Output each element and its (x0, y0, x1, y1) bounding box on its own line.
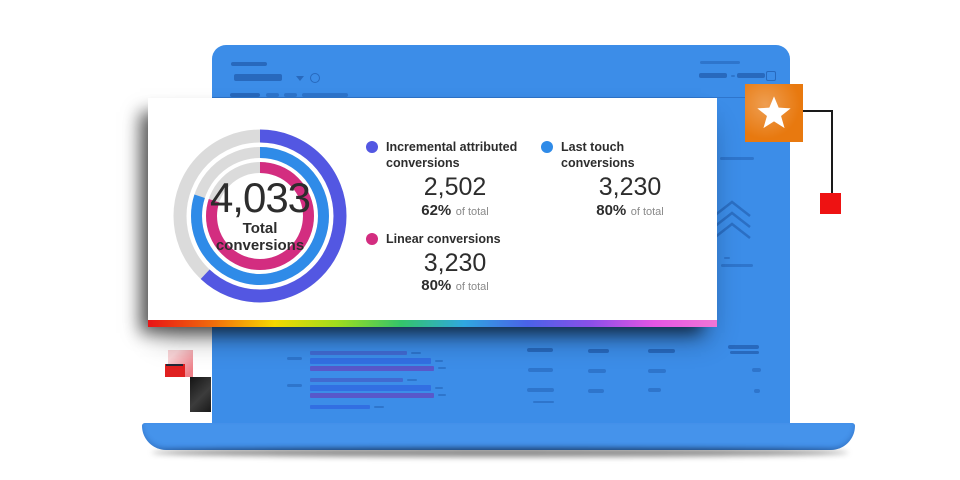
table-cell-placeholder (588, 389, 604, 393)
bar-row-label-placeholder (287, 384, 302, 387)
bar-placeholder (310, 351, 407, 355)
tab-placeholder[interactable] (230, 93, 260, 97)
bar-row-label-placeholder (287, 357, 302, 360)
percent-suffix: of total (455, 205, 489, 218)
bar-value-placeholder (411, 352, 421, 354)
tabs-divider (212, 97, 790, 98)
panel-text-placeholder (724, 257, 730, 259)
percent-suffix: of total (455, 281, 489, 294)
bar-value-placeholder (435, 387, 443, 389)
donut-arc-linear (206, 162, 314, 270)
legend-label: Last touch conversions (561, 140, 635, 170)
star-badge (745, 84, 803, 142)
date-start-placeholder[interactable] (699, 73, 727, 78)
rainbow-bar (148, 320, 717, 327)
legend-dot-blue (541, 141, 553, 153)
legend-value: 3,230 (423, 249, 487, 278)
donut-arc-last-touch (191, 147, 329, 285)
table-header-placeholder (588, 349, 609, 353)
bar-value-placeholder (435, 360, 443, 362)
model-dropdown-placeholder[interactable] (234, 74, 282, 81)
legend-percent: 62% of total (386, 202, 524, 220)
legend-percent: 80% of total (561, 202, 699, 220)
donut-center-text: 4,033 Total conversions (190, 177, 330, 254)
connector-line-vertical (831, 110, 833, 194)
date-end-placeholder[interactable] (737, 73, 765, 78)
total-conversions-value: 4,033 (209, 174, 311, 221)
percent-value: 62% (421, 201, 452, 219)
legend-percent: 80% of total (386, 277, 524, 295)
laptop-base (142, 423, 855, 450)
table-header-placeholder (527, 348, 553, 352)
bar-placeholder (310, 405, 370, 409)
table-cell-placeholder (648, 388, 661, 392)
bar-value-placeholder (438, 367, 446, 369)
donut-rings (173, 129, 347, 303)
bar-value-placeholder (438, 394, 446, 396)
donut-arc-incremental (173, 129, 347, 303)
bar-value-placeholder (407, 379, 417, 381)
deco-dark-square (190, 377, 211, 412)
legend-dot-purple (366, 141, 378, 153)
info-icon[interactable] (310, 73, 320, 83)
bar-placeholder (310, 378, 403, 382)
table-cell-placeholder (752, 368, 761, 372)
deco-red-square (165, 364, 185, 377)
bar-placeholder (310, 385, 431, 391)
bar-placeholder (310, 366, 434, 371)
date-dash-placeholder (731, 75, 735, 77)
percent-value: 80% (421, 277, 452, 295)
conversions-card: 4,033 Total conversions Incremental attr… (148, 98, 717, 327)
laptop-shadow (152, 448, 848, 457)
percent-suffix: of total (630, 205, 664, 218)
table-cell-placeholder (754, 389, 760, 393)
legend-value: 3,230 (598, 173, 662, 202)
panel-text-placeholder (721, 264, 753, 267)
legend: Incremental attributed conversions 2,502… (366, 140, 701, 295)
legend-label: Incremental attributed conversions (386, 140, 518, 170)
legend-value: 2,502 (423, 173, 487, 202)
deco-red-square-edge (166, 364, 183, 366)
table-cell-placeholder (528, 368, 553, 372)
table-cell-placeholder (648, 369, 666, 373)
tab-placeholder[interactable] (284, 93, 297, 97)
chevron-up-lines-icon (713, 200, 751, 239)
legend-item-linear: Linear conversions 3,230 80% of total (366, 232, 541, 296)
star-icon (757, 96, 791, 129)
bar-placeholder (310, 393, 434, 398)
bar-placeholder (310, 358, 431, 364)
table-cell-placeholder (588, 369, 606, 373)
donut-chart (170, 126, 350, 306)
total-conversions-label: Total conversions (215, 220, 305, 254)
date-label-placeholder (700, 61, 740, 64)
table-header-placeholder (728, 345, 759, 349)
table-cell-placeholder (527, 388, 554, 392)
chevron-down-icon[interactable] (296, 76, 304, 81)
screen-title-placeholder (231, 62, 267, 66)
connector-line-horizontal (803, 110, 833, 112)
legend-dot-pink (366, 232, 378, 245)
tab-placeholder[interactable] (266, 93, 279, 97)
legend-label: Linear conversions (386, 231, 501, 246)
table-header-placeholder (730, 351, 759, 354)
bar-value-placeholder (374, 406, 384, 408)
table-header-placeholder (648, 349, 675, 353)
connector-red-square (820, 193, 841, 214)
calendar-icon[interactable] (766, 71, 776, 81)
table-footer-placeholder (533, 401, 554, 403)
percent-value: 80% (596, 201, 627, 219)
legend-item-last-touch: Last touch conversions 3,230 80% of tota… (541, 140, 701, 220)
legend-item-incremental: Incremental attributed conversions 2,502… (366, 140, 541, 220)
tab-placeholder[interactable] (302, 93, 348, 97)
panel-text-placeholder (720, 157, 754, 160)
